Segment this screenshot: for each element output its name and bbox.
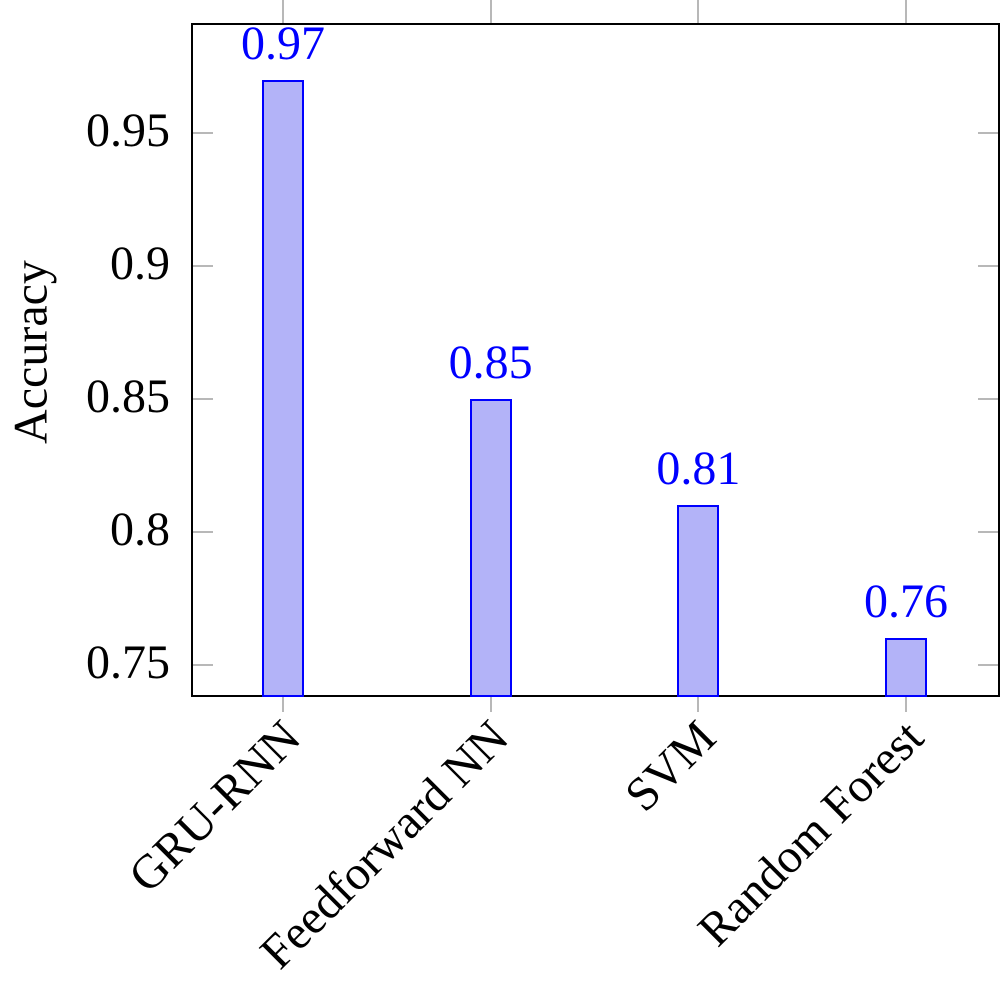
x-tick-mark-bottom — [282, 697, 284, 712]
y-tick-mark-left — [193, 132, 213, 135]
x-tick-mark-top — [905, 0, 907, 23]
bar-value-label: 0.85 — [448, 336, 533, 390]
bar-value-label: 0.81 — [656, 442, 741, 496]
y-tick-mark-left — [193, 531, 213, 534]
x-tick-mark-top — [697, 0, 700, 23]
x-category-label: SVM — [615, 710, 727, 822]
x-tick-mark-bottom — [905, 697, 907, 712]
x-category-label: Random Forest — [688, 710, 935, 957]
y-tick-mark-left — [193, 664, 213, 667]
y-tick-mark-left — [193, 265, 213, 268]
bar — [262, 79, 304, 697]
y-tick-label: 0.9 — [110, 237, 170, 291]
x-tick-mark-top — [489, 0, 492, 23]
bar-value-label: 0.76 — [864, 575, 948, 629]
y-tick-mark-right — [978, 664, 998, 667]
plot-area — [191, 23, 1000, 697]
y-tick-label: 0.95 — [86, 104, 170, 158]
y-tick-label: 0.85 — [86, 370, 170, 424]
y-tick-mark-right — [978, 531, 998, 534]
bar — [469, 399, 512, 697]
y-tick-mark-right — [978, 265, 998, 268]
bar-value-label: 0.97 — [241, 16, 325, 70]
bar — [677, 505, 720, 697]
bar — [885, 638, 927, 697]
x-tick-mark-bottom — [697, 697, 700, 712]
x-tick-mark-top — [282, 0, 284, 23]
y-tick-mark-left — [193, 398, 213, 401]
y-tick-label: 0.8 — [110, 503, 170, 557]
x-category-label: GRU-RNN — [118, 710, 312, 903]
y-tick-mark-right — [978, 132, 998, 135]
y-tick-mark-right — [978, 398, 998, 401]
x-tick-mark-bottom — [489, 697, 492, 712]
y-tick-label: 0.75 — [86, 636, 170, 690]
